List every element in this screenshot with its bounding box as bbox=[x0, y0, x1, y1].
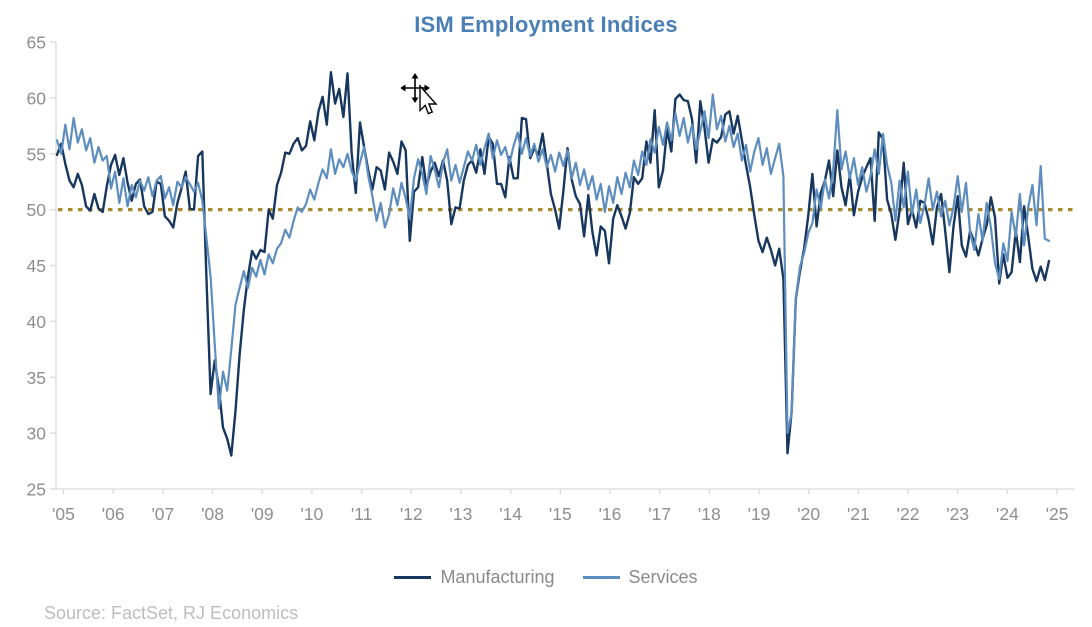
x-tick-label: '16 bbox=[599, 504, 622, 524]
x-tick-label: '22 bbox=[897, 504, 920, 524]
services-line[interactable] bbox=[55, 93, 1051, 435]
y-tick-label: 25 bbox=[27, 480, 46, 500]
x-tick-label: '12 bbox=[400, 504, 423, 524]
x-tick-label: '07 bbox=[151, 504, 174, 524]
y-tick-label: 40 bbox=[27, 312, 47, 332]
chart-title: ISM Employment Indices bbox=[414, 12, 678, 37]
legend-item-manufacturing[interactable]: Manufacturing bbox=[394, 567, 555, 588]
x-tick-label: '05 bbox=[52, 504, 75, 524]
x-tick-label: '25 bbox=[1046, 504, 1069, 524]
x-tick-label: '18 bbox=[698, 504, 721, 524]
manufacturing-line-swatch bbox=[394, 576, 432, 579]
x-tick-label: '24 bbox=[996, 504, 1019, 524]
legend-item-services[interactable]: Services bbox=[582, 567, 698, 588]
x-tick-label: '15 bbox=[549, 504, 572, 524]
x-tick-label: '06 bbox=[102, 504, 125, 524]
source-note: Source: FactSet, RJ Economics bbox=[44, 603, 299, 623]
chart-legend: Manufacturing Services bbox=[0, 567, 1092, 588]
y-tick-label: 30 bbox=[27, 424, 47, 444]
y-tick-label: 45 bbox=[27, 256, 46, 276]
x-tick-label: '11 bbox=[351, 504, 373, 524]
x-tick-label: '23 bbox=[946, 504, 969, 524]
x-tick-label: '10 bbox=[300, 504, 323, 524]
x-tick-label: '09 bbox=[251, 504, 274, 524]
x-tick-label: '17 bbox=[648, 504, 671, 524]
x-tick-label: '13 bbox=[450, 504, 473, 524]
x-tick-label: '08 bbox=[201, 504, 224, 524]
manufacturing-line[interactable] bbox=[55, 70, 1051, 457]
y-tick-label: 55 bbox=[27, 144, 46, 164]
x-tick-label: '14 bbox=[499, 504, 522, 524]
x-tick-label: '21 bbox=[847, 504, 870, 524]
y-tick-label: 65 bbox=[27, 33, 46, 53]
y-tick-label: 50 bbox=[27, 200, 47, 220]
x-tick-label: '19 bbox=[748, 504, 771, 524]
legend-label-manufacturing: Manufacturing bbox=[440, 567, 555, 587]
services-line-swatch bbox=[582, 576, 620, 579]
y-tick-label: 35 bbox=[27, 368, 46, 388]
legend-label-services: Services bbox=[628, 567, 698, 587]
y-tick-label: 60 bbox=[27, 88, 47, 108]
x-tick-label: '20 bbox=[797, 504, 820, 524]
